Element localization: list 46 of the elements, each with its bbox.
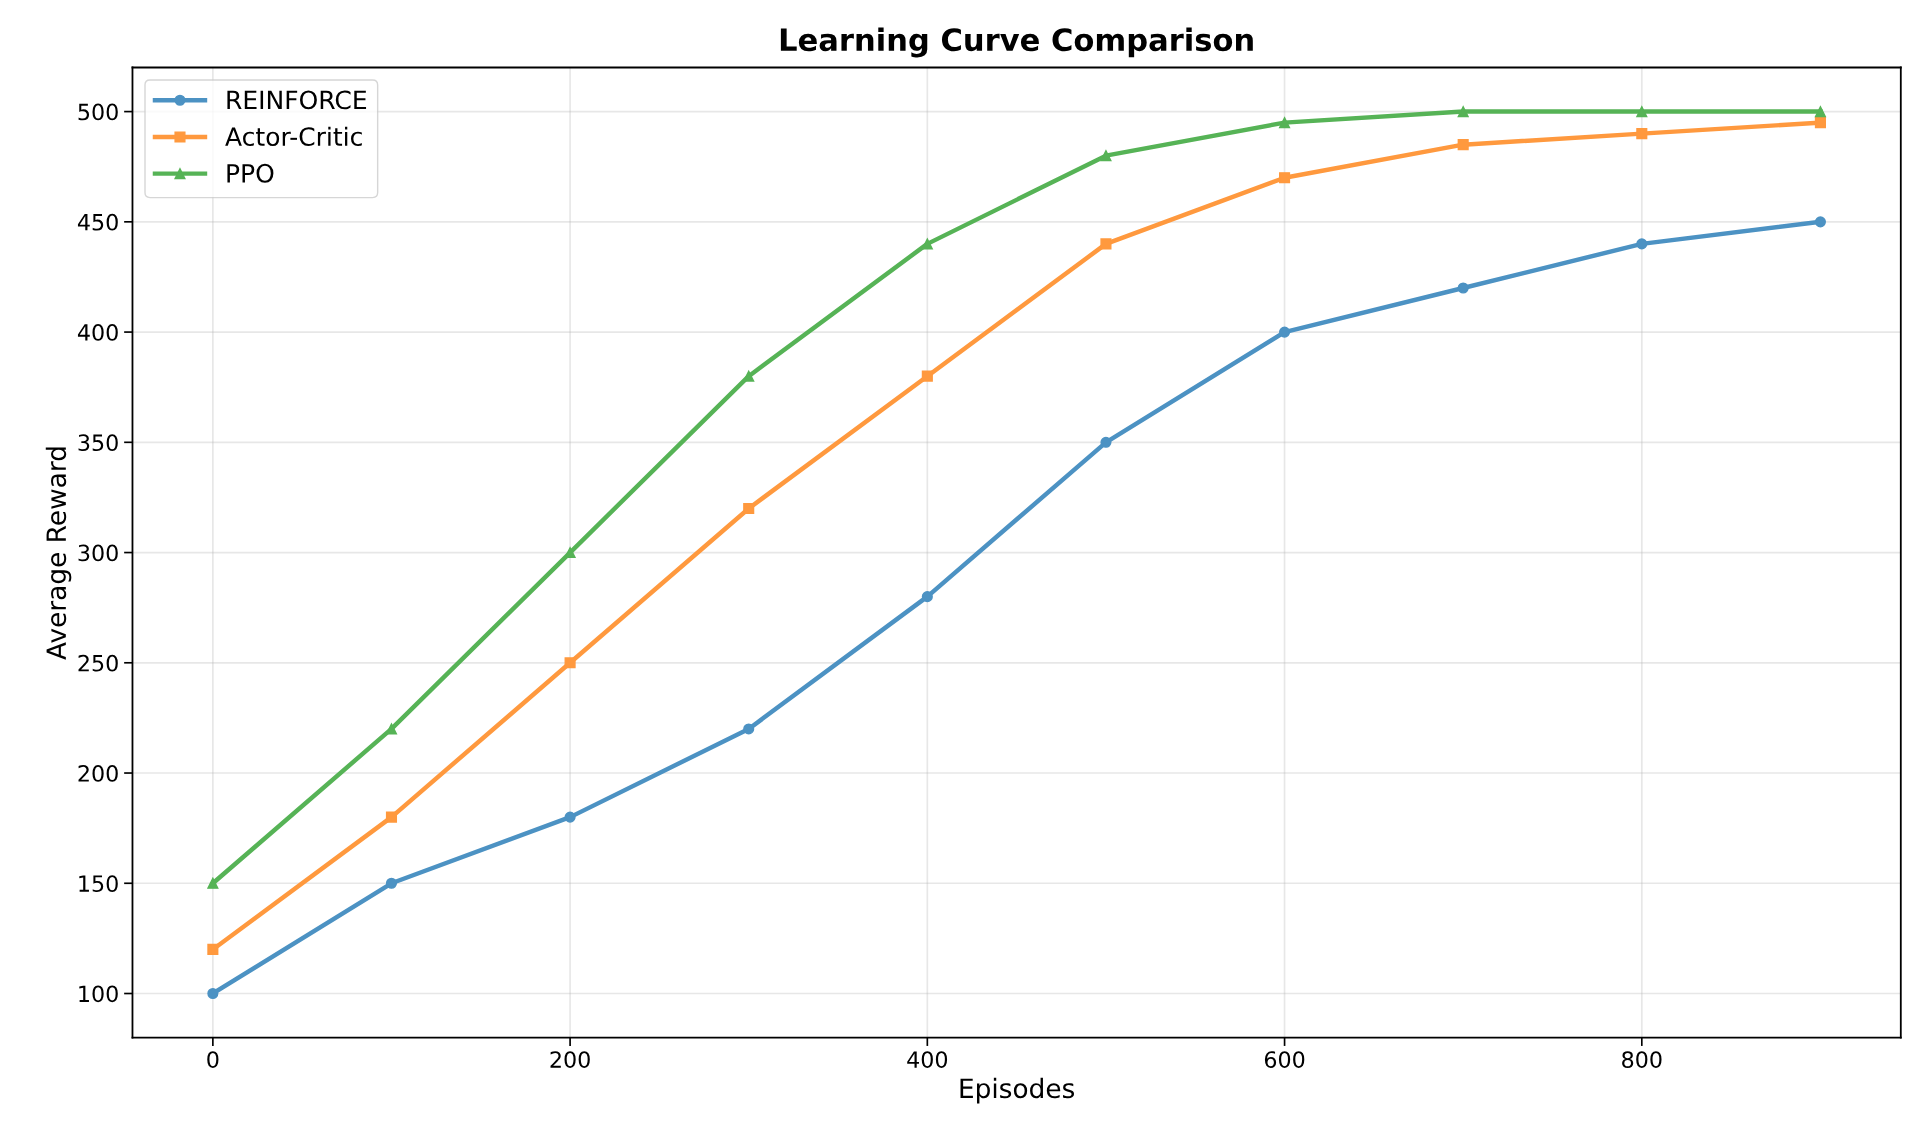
point: [743, 723, 755, 735]
x-tick-label: 400: [907, 1051, 948, 1068]
legend-label: REINFORCE: [227, 90, 367, 110]
x-tick-label: 800: [1622, 1051, 1662, 1068]
legend-label: Actor-Critic: [225, 126, 362, 147]
x-tick-label: 200: [550, 1051, 590, 1068]
y-tick-label: 300: [78, 544, 118, 562]
point: [385, 811, 398, 823]
point: [921, 591, 933, 603]
point: [1100, 150, 1112, 162]
y-tick-label: 450: [77, 213, 118, 231]
point: [1100, 238, 1112, 250]
legend-label: PPO: [227, 163, 274, 183]
point: [385, 877, 398, 889]
point: [1457, 282, 1469, 294]
y-axis-title: Average Reward: [45, 447, 72, 660]
point: [1279, 172, 1291, 184]
point: [921, 370, 933, 382]
point: [207, 943, 219, 955]
point: [564, 811, 576, 823]
point: [564, 657, 576, 669]
y-tick-label: 350: [78, 434, 118, 452]
point: [1814, 117, 1826, 129]
point: [1279, 117, 1291, 129]
y-tick-label: 100: [79, 985, 118, 1003]
point: [1279, 326, 1291, 338]
y-tick-label: 250: [78, 654, 118, 672]
chart-title: Learning Curve Comparison: [780, 27, 1253, 58]
point: [207, 877, 219, 889]
x-tick-label: 0: [207, 1051, 219, 1068]
y-tick-label: 400: [77, 324, 118, 341]
x-axis-title: Episodes: [960, 1077, 1075, 1104]
point: [1100, 436, 1112, 448]
y-tick-label: 500: [78, 103, 118, 121]
point: [1814, 106, 1826, 118]
y-tick-label: 200: [78, 764, 118, 782]
y-tick-label: 150: [79, 875, 118, 893]
point: [743, 502, 755, 515]
point: [1636, 128, 1648, 140]
point: [1636, 238, 1648, 250]
point: [1814, 216, 1826, 228]
x-tick-label: 600: [1264, 1051, 1305, 1068]
point: [1636, 106, 1648, 118]
point: [1457, 106, 1469, 118]
point: [1457, 139, 1469, 151]
point: [207, 987, 219, 1000]
